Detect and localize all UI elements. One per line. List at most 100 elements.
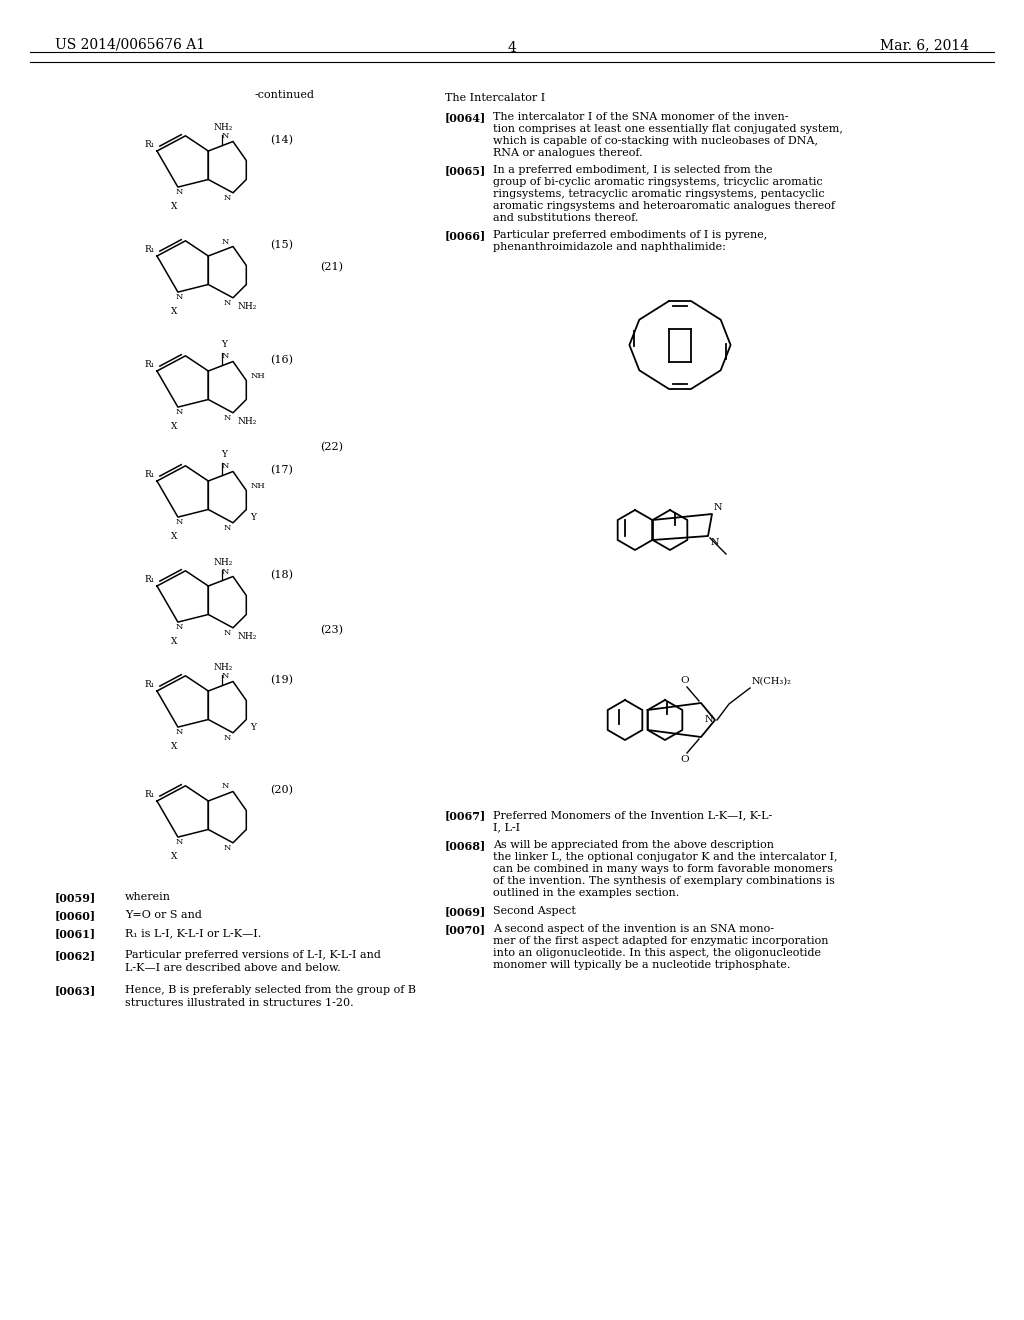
Text: N: N — [223, 843, 231, 851]
Text: R₁: R₁ — [144, 140, 155, 149]
Text: N: N — [221, 672, 229, 681]
Text: N: N — [175, 623, 182, 631]
Text: (17): (17) — [270, 465, 293, 475]
Text: (22): (22) — [319, 442, 343, 453]
Text: The Intercalator I: The Intercalator I — [445, 92, 545, 103]
Text: [0068]: [0068] — [445, 840, 486, 851]
Text: I, L-I: I, L-I — [493, 822, 520, 832]
Text: N: N — [175, 729, 182, 737]
Text: [0062]: [0062] — [55, 950, 96, 961]
Text: [0065]: [0065] — [445, 165, 486, 176]
Text: X: X — [171, 202, 177, 211]
Text: O: O — [681, 676, 689, 685]
Text: X: X — [171, 853, 177, 861]
Text: [0061]: [0061] — [55, 928, 96, 939]
Text: X: X — [171, 532, 177, 541]
Text: phenanthroimidazole and naphthalimide:: phenanthroimidazole and naphthalimide: — [493, 242, 726, 252]
Text: N: N — [221, 462, 229, 470]
Text: O: O — [681, 755, 689, 764]
Text: [0066]: [0066] — [445, 230, 486, 242]
Text: Y: Y — [220, 450, 226, 459]
Text: N: N — [175, 187, 182, 197]
Text: outlined in the examples section.: outlined in the examples section. — [493, 888, 679, 898]
Text: X: X — [171, 308, 177, 315]
Text: Preferred Monomers of the Invention L-K—I, K-L-: Preferred Monomers of the Invention L-K—… — [493, 810, 772, 820]
Text: NH₂: NH₂ — [237, 417, 256, 426]
Text: N: N — [223, 524, 231, 532]
Text: N: N — [175, 838, 182, 846]
Text: Y: Y — [220, 341, 226, 350]
Text: NH: NH — [250, 483, 265, 491]
Text: aromatic ringsystems and heteroaromatic analogues thereof: aromatic ringsystems and heteroaromatic … — [493, 201, 835, 211]
Text: N: N — [221, 352, 229, 360]
Text: the linker L, the optional conjugator K and the intercalator I,: the linker L, the optional conjugator K … — [493, 851, 838, 862]
Text: Y: Y — [250, 513, 256, 523]
Text: R₁: R₁ — [144, 360, 155, 370]
Text: into an oligonucleotide. In this aspect, the oligonucleotide: into an oligonucleotide. In this aspect,… — [493, 948, 821, 958]
Text: X: X — [171, 742, 177, 751]
Text: N: N — [221, 568, 229, 576]
Text: N: N — [223, 194, 231, 202]
Text: group of bi-cyclic aromatic ringsystems, tricyclic aromatic: group of bi-cyclic aromatic ringsystems,… — [493, 177, 822, 187]
Text: tion comprises at least one essentially flat conjugated system,: tion comprises at least one essentially … — [493, 124, 843, 135]
Text: N: N — [221, 783, 229, 791]
Text: NH₂: NH₂ — [214, 663, 233, 672]
Text: N: N — [221, 132, 229, 140]
Text: N: N — [223, 298, 231, 306]
Text: Second Aspect: Second Aspect — [493, 906, 575, 916]
Text: ringsystems, tetracyclic aromatic ringsystems, pentacyclic: ringsystems, tetracyclic aromatic ringsy… — [493, 189, 824, 199]
Text: X: X — [171, 422, 177, 432]
Text: Mar. 6, 2014: Mar. 6, 2014 — [880, 38, 969, 51]
Text: (21): (21) — [319, 261, 343, 272]
Text: N: N — [223, 734, 231, 742]
Text: N: N — [223, 628, 231, 636]
Text: -continued: -continued — [255, 90, 315, 100]
Text: R₁: R₁ — [144, 576, 155, 583]
Text: A second aspect of the invention is an SNA mono-: A second aspect of the invention is an S… — [493, 924, 774, 935]
Text: R₁: R₁ — [144, 246, 155, 253]
Text: Hence, B is preferably selected from the group of B: Hence, B is preferably selected from the… — [125, 985, 416, 995]
Text: As will be appreciated from the above description: As will be appreciated from the above de… — [493, 840, 774, 850]
Text: R₁: R₁ — [144, 470, 155, 479]
Text: N: N — [711, 539, 720, 546]
Text: R₁: R₁ — [144, 680, 155, 689]
Text: NH₂: NH₂ — [214, 123, 233, 132]
Text: (20): (20) — [270, 785, 293, 795]
Text: N: N — [175, 519, 182, 527]
Text: (19): (19) — [270, 675, 293, 685]
Text: N: N — [175, 408, 182, 416]
Text: and substitutions thereof.: and substitutions thereof. — [493, 213, 638, 223]
Text: [0064]: [0064] — [445, 112, 486, 123]
Text: (15): (15) — [270, 240, 293, 251]
Text: Particular preferred embodiments of I is pyrene,: Particular preferred embodiments of I is… — [493, 230, 767, 240]
Text: mer of the first aspect adapted for enzymatic incorporation: mer of the first aspect adapted for enzy… — [493, 936, 828, 946]
Text: Y=O or S and: Y=O or S and — [125, 909, 202, 920]
Text: can be combined in many ways to form favorable monomers: can be combined in many ways to form fav… — [493, 865, 833, 874]
Text: R₁: R₁ — [144, 789, 155, 799]
Text: (16): (16) — [270, 355, 293, 366]
Text: [0067]: [0067] — [445, 810, 486, 821]
Text: R₁ is L-I, K-L-I or L-K—I.: R₁ is L-I, K-L-I or L-K—I. — [125, 928, 261, 939]
Text: US 2014/0065676 A1: US 2014/0065676 A1 — [55, 38, 205, 51]
Text: RNA or analogues thereof.: RNA or analogues thereof. — [493, 148, 643, 158]
Text: Particular preferred versions of L-I, K-L-I and: Particular preferred versions of L-I, K-… — [125, 950, 381, 960]
Text: L-K—I are described above and below.: L-K—I are described above and below. — [125, 964, 341, 973]
Text: (23): (23) — [319, 624, 343, 635]
Text: In a preferred embodiment, I is selected from the: In a preferred embodiment, I is selected… — [493, 165, 772, 176]
Text: N: N — [221, 238, 229, 246]
Text: Y: Y — [250, 723, 256, 733]
Text: NH₂: NH₂ — [237, 632, 256, 640]
Text: [0063]: [0063] — [55, 985, 96, 997]
Text: (18): (18) — [270, 570, 293, 581]
Text: monomer will typically be a nucleotide triphosphate.: monomer will typically be a nucleotide t… — [493, 960, 791, 970]
Text: (14): (14) — [270, 135, 293, 145]
Text: 4: 4 — [508, 41, 516, 55]
Text: of the invention. The synthesis of exemplary combinations is: of the invention. The synthesis of exemp… — [493, 876, 835, 886]
Text: [0070]: [0070] — [445, 924, 486, 935]
Text: wherein: wherein — [125, 892, 171, 902]
Text: N: N — [705, 715, 713, 725]
Text: N: N — [175, 293, 182, 301]
Text: [0069]: [0069] — [445, 906, 486, 917]
Text: which is capable of co-stacking with nucleobases of DNA,: which is capable of co-stacking with nuc… — [493, 136, 818, 147]
Text: NH₂: NH₂ — [237, 302, 256, 310]
